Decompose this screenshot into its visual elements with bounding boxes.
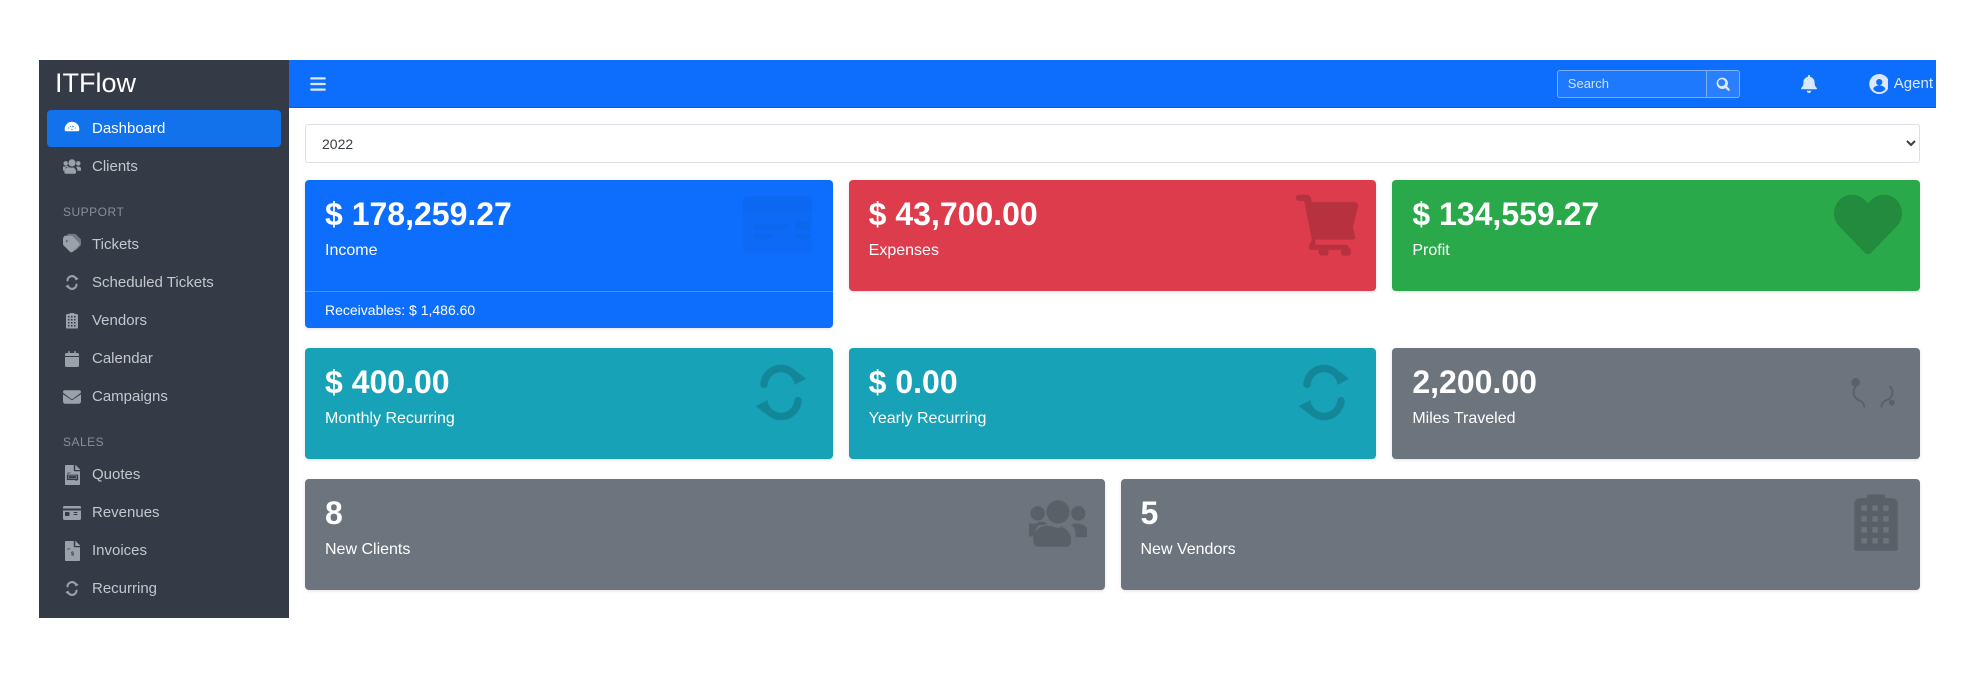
svg-text:$: $	[70, 551, 73, 557]
